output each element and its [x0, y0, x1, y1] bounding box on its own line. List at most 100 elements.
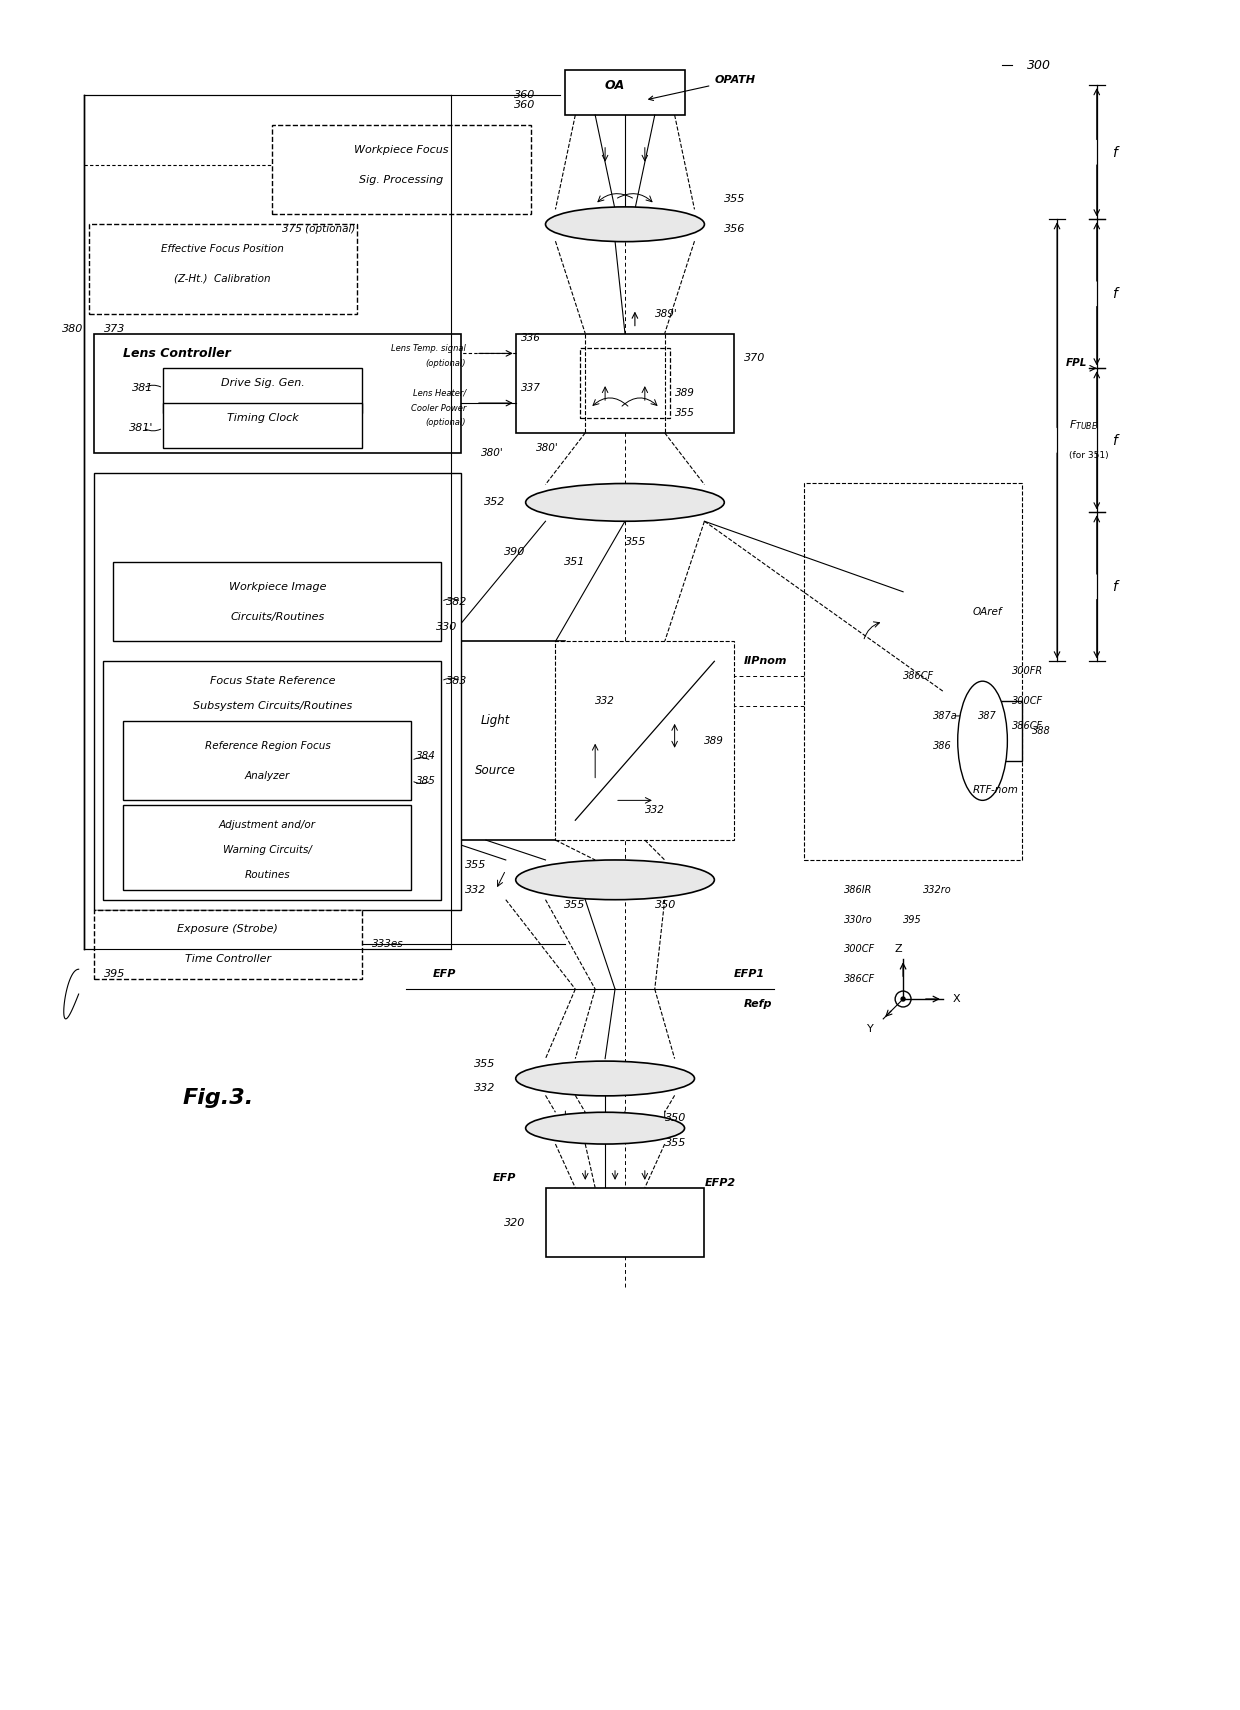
Text: EFP: EFP	[433, 970, 456, 980]
Text: Circuits/Routines: Circuits/Routines	[231, 612, 325, 622]
Text: Light: Light	[481, 715, 511, 727]
Text: 380': 380'	[481, 448, 503, 458]
Text: 390: 390	[505, 547, 526, 557]
Bar	[580, 349, 670, 417]
Text: Workpiece Focus: Workpiece Focus	[355, 145, 449, 156]
Text: IIPnom: IIPnom	[744, 657, 787, 667]
Text: 332ro: 332ro	[923, 884, 952, 894]
Text: Fig.3.: Fig.3.	[184, 1088, 254, 1108]
Bar	[516, 333, 734, 433]
Text: $f$: $f$	[1112, 145, 1120, 159]
Text: 300FR: 300FR	[1012, 667, 1044, 675]
Bar	[103, 662, 441, 899]
Text: OAref: OAref	[972, 607, 1002, 617]
Text: (optional): (optional)	[425, 359, 466, 368]
Text: Workpiece Image: Workpiece Image	[228, 581, 326, 592]
Text: 332: 332	[595, 696, 615, 706]
Text: X: X	[952, 994, 960, 1004]
Bar	[113, 563, 441, 641]
Text: 300CF: 300CF	[843, 944, 874, 954]
Text: 320: 320	[505, 1218, 526, 1228]
Text: 385: 385	[417, 776, 436, 785]
Text: (Z-Ht.)  Calibration: (Z-Ht.) Calibration	[175, 274, 272, 284]
Text: OA: OA	[605, 79, 625, 92]
Circle shape	[901, 997, 905, 1000]
Text: 300: 300	[1027, 58, 1052, 72]
Text: Routines: Routines	[244, 870, 290, 881]
Text: 332: 332	[645, 805, 665, 816]
Text: Adjustment and/or: Adjustment and/or	[219, 821, 316, 829]
Text: 375 (optional): 375 (optional)	[283, 224, 356, 234]
Bar	[427, 641, 565, 840]
Text: Subsystem Circuits/Routines: Subsystem Circuits/Routines	[192, 701, 352, 711]
Text: 382: 382	[446, 597, 467, 607]
Text: 386CF: 386CF	[1012, 722, 1044, 730]
Text: 352: 352	[485, 498, 506, 508]
Text: 350: 350	[655, 899, 676, 910]
Bar	[273, 125, 531, 214]
Ellipse shape	[516, 860, 714, 899]
Text: 355: 355	[675, 409, 694, 417]
Bar	[546, 1188, 704, 1257]
Text: (for 351): (for 351)	[1069, 451, 1109, 460]
Text: Y: Y	[867, 1024, 873, 1035]
Text: 388: 388	[1032, 725, 1052, 735]
Text: $f$: $f$	[1112, 580, 1120, 595]
Text: FPL: FPL	[1065, 359, 1086, 368]
Bar	[164, 404, 362, 448]
Bar	[123, 805, 412, 889]
Ellipse shape	[516, 1062, 694, 1096]
Text: 386CF: 386CF	[843, 975, 874, 985]
Text: 395: 395	[903, 915, 921, 925]
Text: $f$: $f$	[1112, 433, 1120, 448]
Text: Refp: Refp	[744, 999, 773, 1009]
Bar	[93, 910, 362, 980]
Ellipse shape	[526, 484, 724, 522]
Text: 380: 380	[62, 323, 83, 333]
Text: Exposure (Strobe): Exposure (Strobe)	[177, 925, 278, 934]
Text: EFP1: EFP1	[734, 970, 765, 980]
Text: 333es: 333es	[372, 939, 403, 949]
Bar	[93, 333, 461, 453]
Text: $f$: $f$	[1112, 286, 1120, 301]
Text: Time Controller: Time Controller	[185, 954, 270, 964]
Text: 355: 355	[724, 195, 745, 205]
Text: 356: 356	[724, 224, 745, 234]
Text: Analyzer: Analyzer	[244, 771, 290, 780]
Text: Source: Source	[475, 764, 516, 776]
Text: 381': 381'	[129, 422, 154, 433]
Text: 355: 355	[625, 537, 646, 547]
Text: EFP2: EFP2	[704, 1178, 735, 1188]
Text: 355: 355	[564, 899, 585, 910]
Bar	[93, 472, 461, 910]
Text: Drive Sig. Gen.: Drive Sig. Gen.	[221, 378, 304, 388]
Text: 355: 355	[465, 860, 486, 870]
Text: 384: 384	[417, 751, 436, 761]
Bar	[88, 224, 357, 313]
Text: 389: 389	[704, 735, 724, 746]
Text: RTF-nom: RTF-nom	[972, 785, 1018, 795]
Text: 355: 355	[665, 1139, 686, 1147]
Bar	[972, 701, 1022, 761]
Text: 380': 380'	[536, 443, 558, 453]
Text: Z: Z	[894, 944, 901, 954]
Text: 373: 373	[103, 323, 125, 333]
Text: $F_{TUBE}$: $F_{TUBE}$	[1069, 419, 1099, 433]
Text: 370: 370	[744, 354, 765, 363]
Text: Reference Region Focus: Reference Region Focus	[205, 740, 330, 751]
Text: 381: 381	[131, 383, 154, 393]
Text: 332: 332	[475, 1084, 496, 1093]
Text: Effective Focus Position: Effective Focus Position	[161, 245, 284, 255]
Text: 395: 395	[103, 970, 125, 980]
Text: 383: 383	[446, 675, 467, 686]
Ellipse shape	[526, 1112, 684, 1144]
Text: 337: 337	[521, 383, 541, 393]
Text: Warning Circuits/: Warning Circuits/	[223, 845, 311, 855]
Text: 336: 336	[521, 333, 541, 344]
Bar	[556, 641, 734, 840]
Text: Sig. Processing: Sig. Processing	[360, 174, 444, 185]
Text: Lens Temp. signal: Lens Temp. signal	[391, 344, 466, 352]
Text: 389': 389'	[655, 310, 677, 318]
Ellipse shape	[957, 681, 1007, 800]
Text: 386IR: 386IR	[843, 884, 872, 894]
